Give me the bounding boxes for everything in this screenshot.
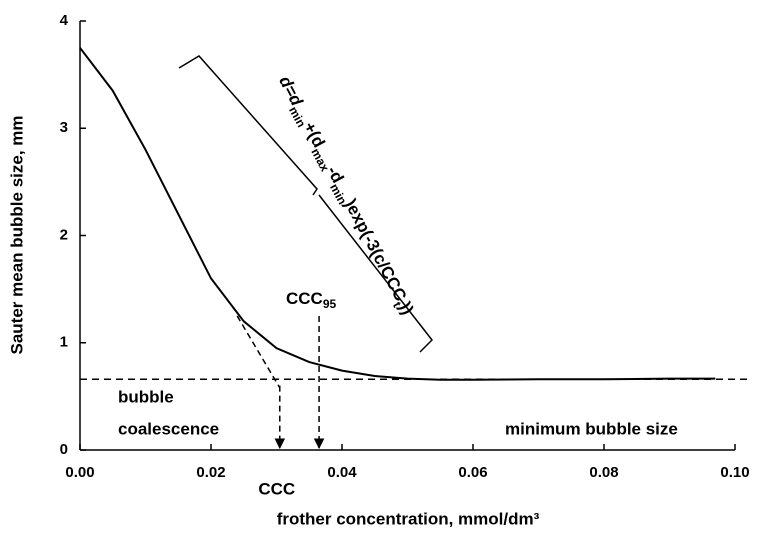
formula-part: t: [390, 300, 404, 310]
bracket: [178, 55, 433, 353]
x-tick-label: 0.04: [327, 464, 357, 481]
ccc-label: CCC: [258, 479, 295, 498]
formula-part: )exp(-3(c/CCC: [340, 196, 410, 304]
x-axis-label: frother concentration, mmol/dm³: [277, 509, 540, 528]
formula: d=dmin+(dmax-dmin)exp(-3(c/CCCt)): [272, 73, 417, 320]
ccc95-label: CCC95: [286, 289, 337, 311]
ccc95-part: CCC: [286, 289, 323, 308]
tangent-line: [236, 315, 281, 389]
annotation: coalescence: [118, 419, 219, 438]
x-tick-label: 0.02: [196, 464, 225, 481]
line-series: [79, 47, 716, 381]
y-tick-label: 4: [60, 12, 69, 29]
annotation: minimum bubble size: [505, 419, 678, 438]
x-tick-label: 0.06: [458, 464, 487, 481]
x-tick-label: 0.00: [65, 464, 94, 481]
formula-part: d=d: [275, 73, 306, 110]
x-tick-label: 0.10: [720, 464, 749, 481]
annotation: bubble: [118, 387, 174, 406]
y-tick-label: 0: [60, 441, 68, 458]
y-tick-label: 1: [60, 334, 68, 351]
formula-part: -d: [323, 163, 347, 186]
y-axis-label: Sauter mean bubble size, mm: [7, 115, 26, 354]
ccc95-part: 95: [323, 297, 337, 311]
x-tick-label: 0.08: [589, 464, 618, 481]
y-tick-label: 2: [60, 226, 68, 243]
y-tick-label: 3: [60, 119, 68, 136]
